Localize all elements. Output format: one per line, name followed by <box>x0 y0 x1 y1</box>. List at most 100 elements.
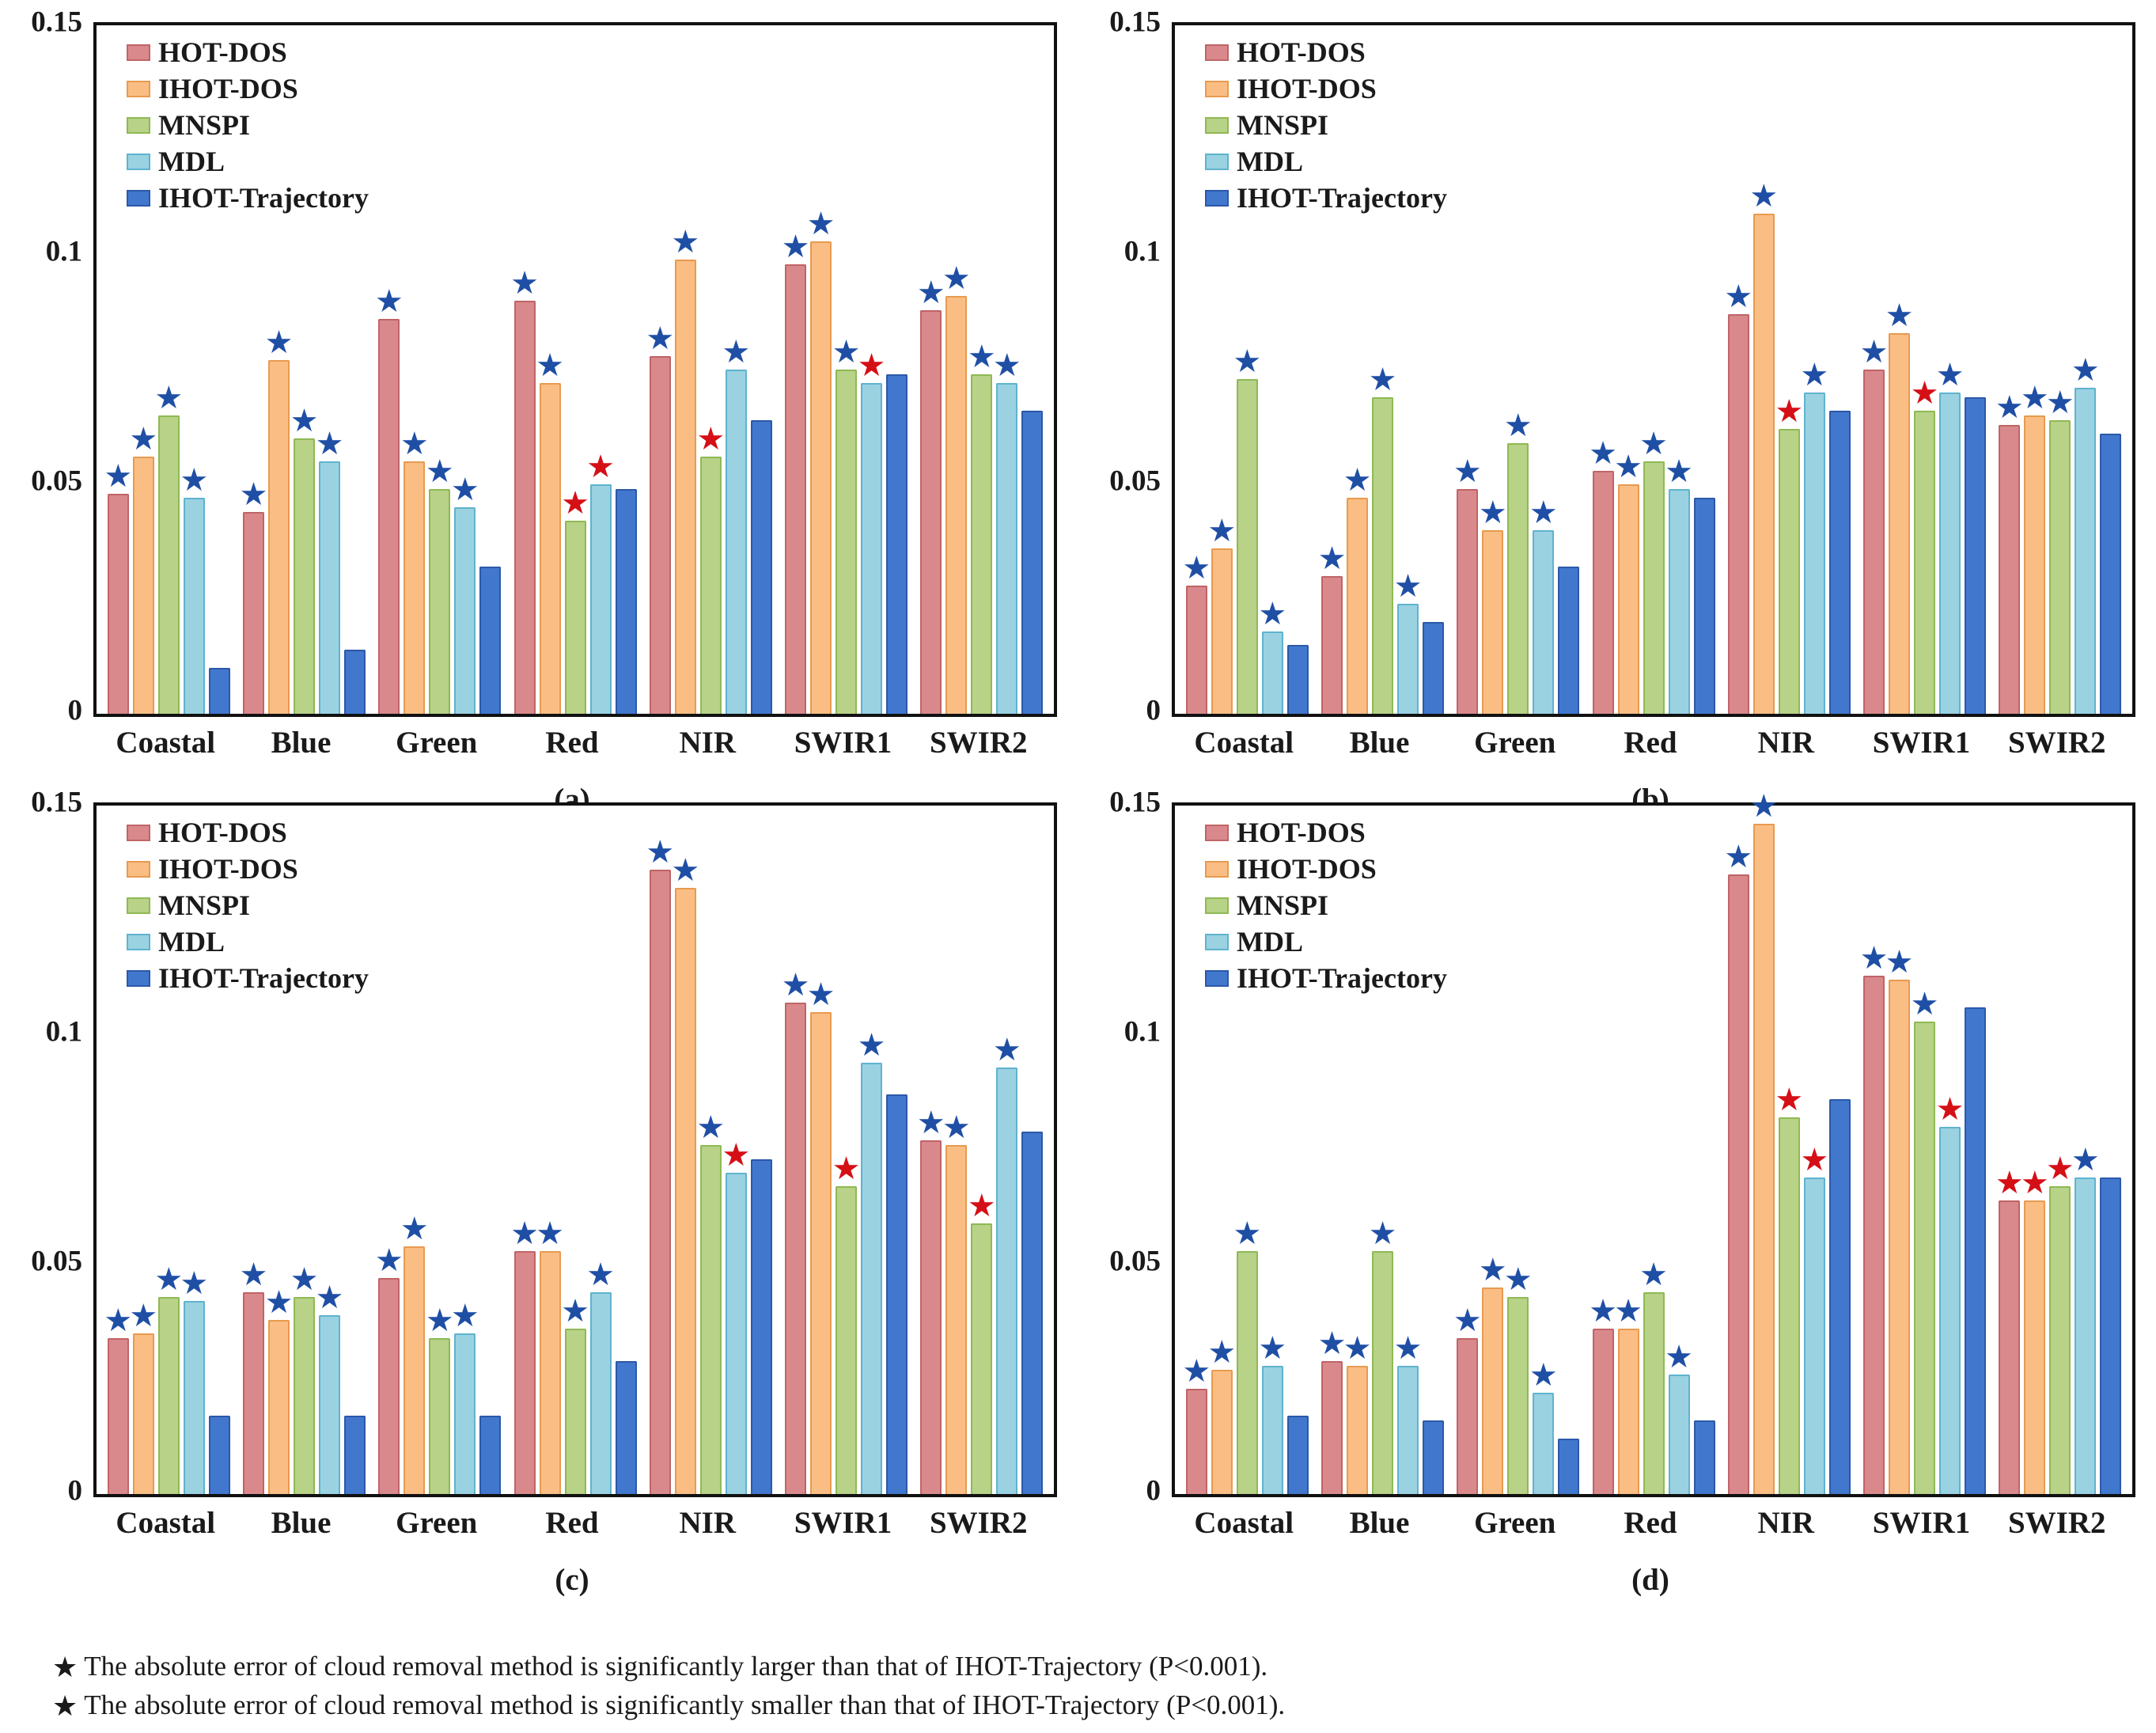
bar-ihot-trajectory-blue <box>1423 622 1444 714</box>
bar-ihot-trajectory-blue <box>344 649 366 714</box>
blue-star-icon: ★ <box>315 1279 344 1315</box>
red-star-icon: ★ <box>1800 1141 1829 1177</box>
bar-group-nir: ★ ★ ★ ★ <box>1724 791 1852 1494</box>
bar-hot-dos-blue: ★ <box>240 478 267 714</box>
bar-ihot-dos-swir1: ★ <box>1885 946 1913 1494</box>
legend-item: MNSPI <box>1205 888 1447 923</box>
bar-ihot-dos-nir: ★ <box>1749 180 1778 714</box>
bar-ihot-dos-swir1: ★ <box>807 207 835 714</box>
legend-item: MNSPI <box>127 108 369 142</box>
bar-ihot-trajectory-red <box>615 1360 637 1494</box>
bar-group-coastal: ★ ★ ★ ★ <box>1182 25 1310 714</box>
bar-mdl-nir: ★ <box>722 1140 750 1494</box>
blue-star-icon: ★ <box>536 1215 564 1251</box>
blue-star-icon: ★ <box>1639 1256 1668 1292</box>
bar-group-green: ★ ★ ★ ★ <box>1453 25 1582 714</box>
blue-star-icon: ★ <box>52 1651 78 1683</box>
x-tick-label-nir: NIR <box>679 726 736 760</box>
blue-star-icon: ★ <box>1368 1215 1397 1251</box>
legend: HOT-DOS IHOT-DOS MNSPI MDL IHOT-Trajectory <box>127 815 369 995</box>
bar-mdl-blue: ★ <box>316 428 343 714</box>
bar-mnspi-blue: ★ <box>1369 1217 1396 1494</box>
red-star-icon: ★ <box>586 449 615 485</box>
bar-mdl-coastal: ★ <box>1258 597 1286 714</box>
blue-star-icon: ★ <box>1614 449 1643 485</box>
bar-groups: ★ ★ ★ ★ ★ ★ ★ ★ ★ ★ ★ ★ ★ ★ ★ ★ ★ ★ ★ ★ ★ ★ ★ ★ ★ ★ ★ ★ <box>97 25 1054 714</box>
bar-ihot-dos-green: ★ <box>400 1212 429 1494</box>
blue-star-icon: ★ <box>180 1265 209 1302</box>
blue-star-icon: ★ <box>806 205 835 241</box>
bar-hot-dos-green: ★ <box>375 1245 404 1494</box>
legend-swatch-icon <box>127 44 150 61</box>
blue-star-icon: ★ <box>1749 788 1779 825</box>
legend-label: MDL <box>158 146 225 177</box>
blue-star-icon: ★ <box>1503 407 1533 443</box>
red-star-icon: ★ <box>1775 1082 1804 1118</box>
bar-hot-dos-coastal: ★ <box>104 460 132 714</box>
bar-ihot-trajectory-swir1 <box>886 374 907 714</box>
legend-label: IHOT-Trajectory <box>158 962 369 994</box>
legend-swatch-icon <box>127 969 150 987</box>
bar-mdl-blue: ★ <box>1394 570 1422 714</box>
legend-label: IHOT-DOS <box>1237 853 1377 885</box>
red-star-icon: ★ <box>1995 1164 2024 1200</box>
blue-star-icon: ★ <box>400 1210 429 1246</box>
chart-panel-c: 0 0.05 0.1 0.15 HOT-DOS IHOT-DOS MNSPI MDL IHOT-… <box>0 780 1078 1640</box>
blue-star-icon: ★ <box>561 1293 589 1329</box>
bar-mnspi-nir: ★ <box>1775 396 1803 714</box>
legend-item: MDL <box>1205 924 1447 959</box>
legend-label: MDL <box>1237 146 1303 177</box>
bar-hot-dos-red: ★ <box>510 1217 539 1494</box>
legend-swatch-icon <box>1205 897 1229 914</box>
blue-star-icon: ★ <box>1614 1293 1643 1329</box>
blue-star-icon: ★ <box>1233 343 1262 379</box>
blue-star-icon: ★ <box>992 347 1021 384</box>
footnote-larger-text: The absolute error of cloud removal meth… <box>84 1651 1268 1682</box>
bar-group-red: ★ ★ ★ ★ <box>1589 25 1717 714</box>
bar-hot-dos-green: ★ <box>1453 1304 1482 1494</box>
blue-star-icon: ★ <box>154 1261 184 1297</box>
bar-mnspi-red: ★ <box>561 487 589 714</box>
bar-mnspi-green: ★ <box>1504 1263 1533 1494</box>
blue-star-icon: ★ <box>104 1302 133 1338</box>
x-tick-label-green: Green <box>396 726 478 760</box>
blue-star-icon: ★ <box>942 1109 971 1146</box>
bar-ihot-trajectory-swir2 <box>1021 411 1044 714</box>
blue-star-icon: ★ <box>832 334 861 370</box>
bar-ihot-trajectory-blue <box>344 1416 366 1494</box>
bar-ihot-trajectory-coastal <box>208 668 230 714</box>
blue-star-icon: ★ <box>1800 357 1829 392</box>
bar-mnspi-swir2: ★ <box>2046 1153 2075 1494</box>
bar-group-swir1: ★ ★ ★ ★ <box>1860 25 1988 714</box>
bar-group-green: ★ ★ ★ ★ <box>1453 806 1582 1494</box>
bar-mnspi-nir: ★ <box>696 423 725 714</box>
y-tick-label: 0.05 <box>1109 465 1161 498</box>
blue-star-icon: ★ <box>992 1031 1021 1067</box>
blue-star-icon: ★ <box>1529 495 1558 530</box>
y-tick-label: 0.05 <box>31 465 82 498</box>
blue-star-icon: ★ <box>1343 462 1372 499</box>
blue-star-icon: ★ <box>510 265 539 301</box>
legend-label: HOT-DOS <box>158 36 287 68</box>
bar-group-swir1: ★ ★ ★ ★ <box>782 806 910 1494</box>
blue-star-icon: ★ <box>264 324 294 361</box>
bar-hot-dos-blue: ★ <box>1318 543 1346 714</box>
legend-swatch-icon <box>127 116 150 134</box>
blue-star-icon: ★ <box>1639 426 1668 461</box>
bar-mdl-blue: ★ <box>316 1281 343 1494</box>
blue-star-icon: ★ <box>1503 1261 1533 1297</box>
y-axis: 0 0.05 0.1 0.15 <box>0 787 89 1507</box>
legend-item: MNSPI <box>1205 108 1447 142</box>
bar-mnspi-nir: ★ <box>696 1112 725 1494</box>
bar-hot-dos-swir2: ★ <box>1995 1166 2024 1494</box>
bar-ihot-dos-swir2: ★ <box>2021 382 2049 714</box>
bar-ihot-trajectory-nir <box>750 419 772 714</box>
bar-group-red: ★ ★ ★ ★ <box>1589 806 1717 1494</box>
y-tick-label: 0.1 <box>45 1015 82 1049</box>
bar-mnspi-blue: ★ <box>1369 363 1396 714</box>
blue-star-icon: ★ <box>129 1298 158 1333</box>
legend-label: MNSPI <box>158 889 250 921</box>
bar-mnspi-swir1: ★ <box>832 1153 860 1494</box>
bar-mdl-nir: ★ <box>1800 359 1828 714</box>
